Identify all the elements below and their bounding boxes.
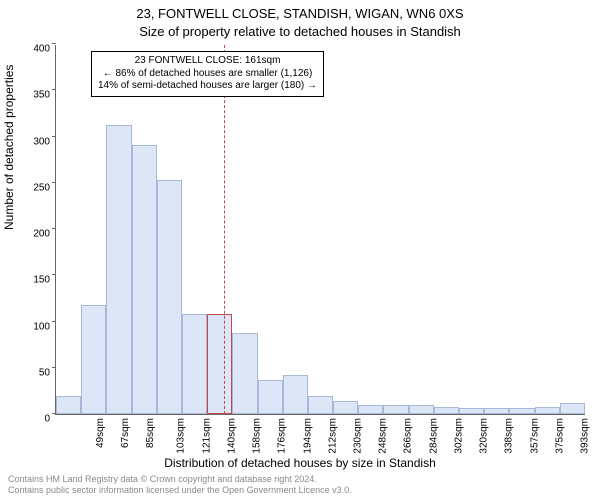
x-ticks: 49sqm 67sqm 85sqm 103sqm 121sqm 140sqm 158sqm 1… [55, 415, 585, 455]
bars-group [56, 45, 585, 414]
plot-area: 050100150200250300350400 23 FONTWELL CLO… [55, 45, 585, 415]
histogram-bar [383, 405, 408, 414]
x-tick-label: 103sqm [176, 418, 187, 454]
histogram-bar [535, 407, 560, 414]
x-tick-label: 393sqm [580, 418, 591, 454]
chart-container: 23, FONTWELL CLOSE, STANDISH, WIGAN, WN6… [0, 0, 600, 500]
x-tick-label: 85sqm [145, 418, 156, 448]
annotation-line-3: 14% of semi-detached houses are larger (… [98, 80, 317, 93]
x-tick-label: 302sqm [454, 418, 465, 454]
histogram-bar [182, 314, 207, 414]
y-tick-label: 200 [33, 229, 56, 240]
histogram-bar [484, 408, 509, 414]
page-title: 23, FONTWELL CLOSE, STANDISH, WIGAN, WN6… [0, 6, 600, 21]
histogram-bar [81, 305, 106, 414]
histogram-bar [434, 407, 459, 414]
annotation-line-1: 23 FONTWELL CLOSE: 161sqm [98, 55, 317, 68]
histogram-bar [358, 405, 383, 414]
x-tick-label: 230sqm [353, 418, 364, 454]
y-tick-label: 300 [33, 136, 56, 147]
x-tick-label: 338sqm [504, 418, 515, 454]
histogram-bar [459, 408, 484, 414]
footer-line-2: Contains public sector information licen… [8, 485, 352, 496]
histogram-bar [560, 403, 585, 414]
y-tick-label: 250 [33, 182, 56, 193]
x-tick-label: 194sqm [302, 418, 313, 454]
x-tick-label: 121sqm [201, 418, 212, 454]
footer-attribution: Contains HM Land Registry data © Crown c… [8, 474, 352, 496]
histogram-bar [509, 408, 534, 414]
annotation-line-2: ← 86% of detached houses are smaller (1,… [98, 68, 317, 81]
histogram-bar [56, 396, 81, 415]
histogram-bar [232, 333, 257, 414]
histogram-bar [258, 380, 283, 414]
y-tick-label: 50 [39, 367, 56, 378]
x-tick-label: 140sqm [226, 418, 237, 454]
histogram-bar [207, 314, 232, 414]
footer-line-1: Contains HM Land Registry data © Crown c… [8, 474, 352, 485]
histogram-bar [308, 396, 333, 415]
y-tick-label: 150 [33, 275, 56, 286]
x-tick-label: 357sqm [529, 418, 540, 454]
x-tick-label: 248sqm [378, 418, 389, 454]
marker-line [224, 45, 225, 414]
x-axis-label: Distribution of detached houses by size … [0, 456, 600, 470]
y-tick-label: 350 [33, 90, 56, 101]
histogram-bar [106, 125, 131, 414]
histogram-bar [157, 180, 182, 414]
histogram-bar [132, 145, 157, 414]
y-axis-label: Number of detached properties [2, 65, 16, 230]
x-tick-label: 212sqm [327, 418, 338, 454]
histogram-bar [409, 405, 434, 414]
x-tick-label: 67sqm [120, 418, 131, 448]
x-tick-label: 375sqm [554, 418, 565, 454]
x-tick-label: 284sqm [428, 418, 439, 454]
histogram-bar [333, 401, 358, 414]
y-tick-label: 100 [33, 321, 56, 332]
annotation-box: 23 FONTWELL CLOSE: 161sqm ← 86% of detac… [91, 51, 324, 97]
chart-subtitle: Size of property relative to detached ho… [0, 24, 600, 39]
x-tick-label: 158sqm [252, 418, 263, 454]
histogram-bar [283, 375, 308, 414]
y-tick-label: 400 [33, 44, 56, 55]
x-tick-label: 176sqm [277, 418, 288, 454]
x-tick-label: 320sqm [479, 418, 490, 454]
x-tick-label: 49sqm [95, 418, 106, 448]
x-tick-label: 266sqm [403, 418, 414, 454]
